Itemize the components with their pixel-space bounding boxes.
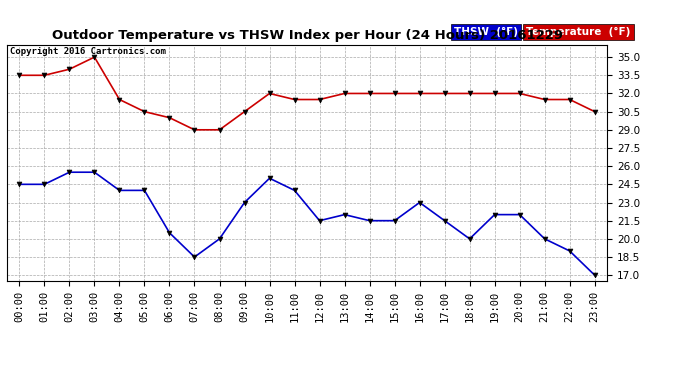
Text: Copyright 2016 Cartronics.com: Copyright 2016 Cartronics.com	[10, 47, 166, 56]
Title: Outdoor Temperature vs THSW Index per Hour (24 Hours) 20161229: Outdoor Temperature vs THSW Index per Ho…	[52, 30, 562, 42]
Text: THSW  (°F): THSW (°F)	[454, 27, 518, 37]
Text: Temperature  (°F): Temperature (°F)	[526, 27, 631, 37]
